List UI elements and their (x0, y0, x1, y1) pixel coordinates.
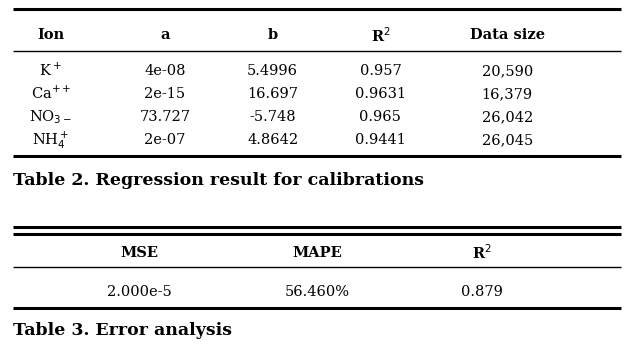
Text: 16.697: 16.697 (247, 87, 298, 101)
Text: 2.000e-5: 2.000e-5 (107, 285, 172, 299)
Text: K$^+$: K$^+$ (39, 62, 62, 79)
Text: 73.727: 73.727 (139, 110, 190, 124)
Text: 2e-15: 2e-15 (145, 87, 185, 101)
Text: MAPE: MAPE (292, 246, 342, 260)
Text: 4.8642: 4.8642 (247, 133, 298, 147)
Text: b: b (268, 28, 278, 42)
Text: R$^2$: R$^2$ (370, 26, 391, 45)
Text: 4e-08: 4e-08 (144, 64, 186, 78)
Text: NH$_4^+$: NH$_4^+$ (32, 129, 69, 151)
Text: 20,590: 20,590 (482, 64, 533, 78)
Text: 0.957: 0.957 (359, 64, 401, 78)
Text: NO$_{3-}$: NO$_{3-}$ (29, 108, 72, 126)
Text: MSE: MSE (120, 246, 158, 260)
Text: a: a (160, 28, 169, 42)
Text: 0.965: 0.965 (359, 110, 401, 124)
Text: 5.4996: 5.4996 (247, 64, 298, 78)
Text: 26,045: 26,045 (482, 133, 533, 147)
Text: 16,379: 16,379 (482, 87, 533, 101)
Text: Table 3. Error analysis: Table 3. Error analysis (13, 322, 231, 339)
Text: Table 2. Regression result for calibrations: Table 2. Regression result for calibrati… (13, 172, 424, 189)
Text: 0.879: 0.879 (461, 285, 503, 299)
Text: Ion: Ion (37, 28, 64, 42)
Text: -5.748: -5.748 (249, 110, 296, 124)
Text: R$^2$: R$^2$ (472, 244, 492, 262)
Text: 0.9631: 0.9631 (355, 87, 406, 101)
Text: 2e-07: 2e-07 (144, 133, 186, 147)
Text: Ca$^{++}$: Ca$^{++}$ (30, 85, 71, 102)
Text: 56.460%: 56.460% (285, 285, 349, 299)
Text: 0.9441: 0.9441 (355, 133, 406, 147)
Text: Data size: Data size (470, 28, 545, 42)
Text: 26,042: 26,042 (482, 110, 533, 124)
